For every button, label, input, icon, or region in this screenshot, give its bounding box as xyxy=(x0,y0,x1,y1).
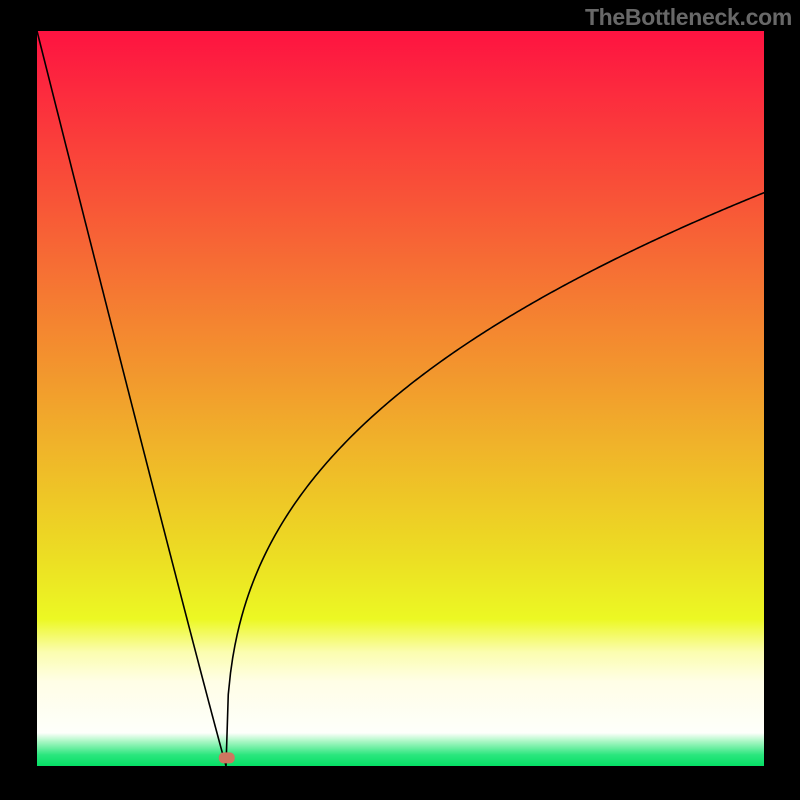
chart-svg xyxy=(0,0,800,800)
plot-background xyxy=(37,31,764,766)
watermark-text: TheBottleneck.com xyxy=(585,4,792,31)
chart-root: TheBottleneck.com xyxy=(0,0,800,800)
minimum-marker xyxy=(219,752,235,763)
